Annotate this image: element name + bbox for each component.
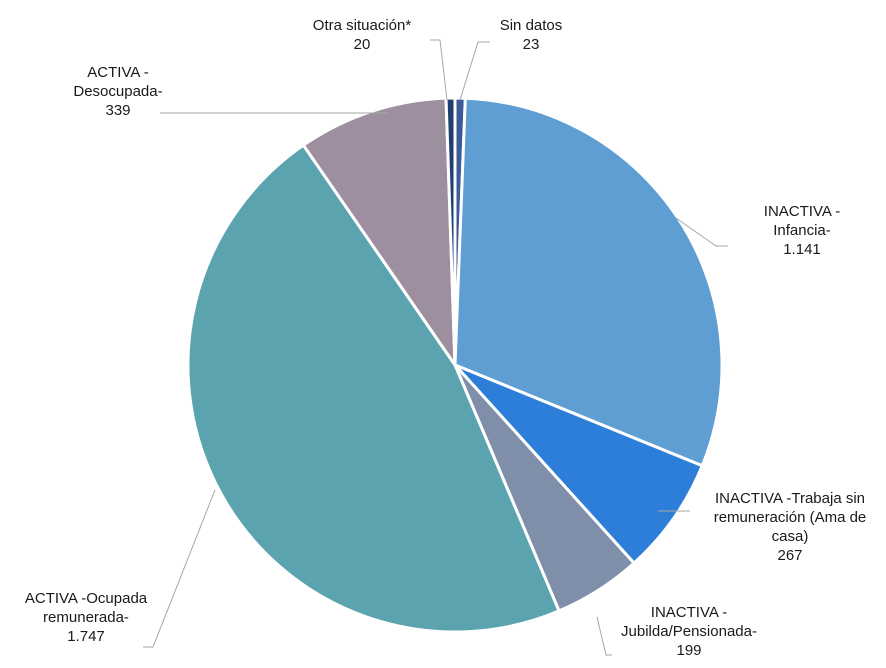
data-label-5: ACTIVA - Desocupada- 339 — [73, 64, 162, 119]
data-label-2-line-1: remuneración (Ama de — [714, 509, 867, 526]
data-label-4-line-0: ACTIVA -Ocupada — [25, 590, 148, 607]
data-label-4-line-2: 1.747 — [67, 628, 105, 645]
data-label-1-line-2: 1.141 — [783, 241, 821, 258]
data-label-6-line-0: Otra situación* — [313, 17, 412, 34]
leader-line-3 — [596, 616, 612, 656]
data-label-1-line-1: Infancia- — [773, 222, 831, 239]
pie-slice-5 — [301, 96, 457, 367]
data-label-0-line-0: Sin datos — [500, 17, 563, 34]
data-label-3-line-2: 199 — [676, 642, 701, 659]
data-label-3: INACTIVA - Jubilda/Pensionada- 199 — [621, 604, 757, 659]
leader-line-4 — [143, 489, 216, 648]
data-label-6: Otra situación* 20 — [313, 17, 412, 53]
data-label-1-line-0: INACTIVA - — [764, 203, 840, 220]
label-leader-lines — [143, 39, 728, 656]
data-label-4: ACTIVA -Ocupada remunerada- 1.747 — [25, 590, 148, 645]
data-label-2-line-3: 267 — [777, 547, 802, 564]
data-label-5-line-1: Desocupada- — [73, 83, 162, 100]
leader-line-0 — [459, 41, 490, 101]
pie-slices — [186, 96, 724, 634]
data-label-2: INACTIVA -Trabaja sin remuneración (Ama d… — [714, 490, 867, 564]
data-label-6-line-1: 20 — [354, 36, 371, 53]
pie-slice-2 — [453, 363, 704, 565]
data-label-1: INACTIVA - Infancia- 1.141 — [764, 203, 840, 258]
data-label-5-line-2: 339 — [105, 102, 130, 119]
data-label-5-line-0: ACTIVA - — [87, 64, 148, 81]
leader-line-1 — [675, 217, 728, 247]
data-label-0-line-1: 23 — [523, 36, 540, 53]
leader-line-6 — [430, 39, 448, 101]
data-label-0: Sin datos 23 — [500, 17, 563, 53]
data-label-3-line-1: Jubilda/Pensionada- — [621, 623, 757, 640]
data-label-3-line-0: INACTIVA - — [651, 604, 727, 621]
data-label-4-line-1: remunerada- — [43, 609, 129, 626]
pie-slice-4 — [186, 143, 561, 634]
data-label-2-line-0: INACTIVA -Trabaja sin — [715, 490, 865, 507]
pie-slice-6 — [444, 96, 457, 367]
data-label-2-line-2: casa) — [772, 528, 809, 545]
